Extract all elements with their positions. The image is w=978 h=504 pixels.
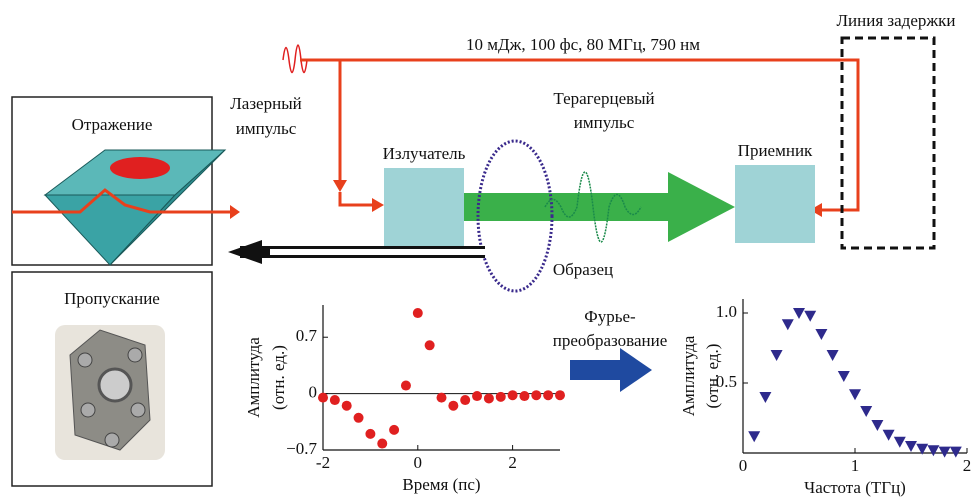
back-arrow-head <box>228 240 262 264</box>
data-point <box>484 393 494 403</box>
data-point <box>531 390 541 400</box>
data-point <box>838 371 850 382</box>
y-tick-label: −0.7 <box>286 439 317 458</box>
data-point <box>437 393 447 403</box>
fourier-label: преобразование <box>553 331 668 350</box>
data-point <box>354 413 364 423</box>
delay-line-label: Линия задержки <box>837 11 956 30</box>
holder-ring <box>99 369 131 401</box>
y-tick-label: 0.7 <box>296 326 318 345</box>
x-tick-label: -2 <box>316 453 330 472</box>
reflection-label: Отражение <box>72 115 153 134</box>
fourier-label: Фурье- <box>584 307 636 326</box>
data-point <box>827 350 839 361</box>
prism-spot <box>110 157 170 179</box>
data-point <box>318 393 328 403</box>
data-point <box>793 308 805 319</box>
screw <box>105 433 119 447</box>
emitter-label: Излучатель <box>383 144 466 163</box>
data-point <box>804 311 816 322</box>
data-point <box>519 391 529 401</box>
data-point <box>508 390 518 400</box>
data-point <box>759 392 771 403</box>
laser-pulse-label: импульс <box>236 119 297 138</box>
data-point <box>950 447 962 458</box>
screw <box>131 403 145 417</box>
data-point <box>460 395 470 405</box>
screw <box>81 403 95 417</box>
data-point <box>927 445 939 456</box>
y-tick-label: 1.0 <box>716 302 737 321</box>
receiver-label: Приемник <box>738 141 813 160</box>
x-tick-label: 0 <box>739 456 748 475</box>
beam-emitter <box>340 192 372 205</box>
data-point <box>905 441 917 452</box>
laser-pulse-label: Лазерный <box>230 94 301 113</box>
data-point <box>860 406 872 417</box>
y-axis-label: Амплитуда <box>244 337 263 418</box>
transmission-label: Пропускание <box>64 289 160 308</box>
data-point <box>815 329 827 340</box>
data-point <box>748 431 760 442</box>
data-point <box>330 395 340 405</box>
thz-pulse-label: Терагерцевый <box>553 89 654 108</box>
y-axis-label: (отн. ед.) <box>269 345 288 410</box>
receiver-box <box>735 165 815 243</box>
prism-beam-head <box>230 205 240 219</box>
data-point <box>894 437 906 448</box>
beam-down-head <box>333 180 347 192</box>
x-tick-label: 1 <box>851 456 860 475</box>
data-point <box>342 401 352 411</box>
beam-params: 10 мДж, 100 фс, 80 МГц, 790 нм <box>466 35 700 54</box>
data-point <box>849 389 861 400</box>
emitter-box <box>384 168 464 246</box>
sample-label: Образец <box>553 260 613 279</box>
thz-beam-head <box>668 172 735 242</box>
data-point <box>939 447 951 458</box>
x-axis-label: Частота (ТГц) <box>804 478 906 497</box>
data-point <box>377 439 387 449</box>
screw <box>128 348 142 362</box>
fourier-arrow <box>570 348 652 392</box>
data-point <box>425 340 435 350</box>
data-point <box>543 390 553 400</box>
screw <box>78 353 92 367</box>
thz-pulse-label: импульс <box>574 113 635 132</box>
data-point <box>496 392 506 402</box>
y-tick-label: 0 <box>309 383 318 402</box>
data-point <box>401 381 411 391</box>
data-point <box>871 420 883 431</box>
data-point <box>883 430 895 441</box>
x-tick-label: 0 <box>414 453 423 472</box>
x-axis-label: Время (пс) <box>402 475 480 494</box>
data-point <box>365 429 375 439</box>
x-tick-label: 2 <box>963 456 972 475</box>
x-tick-label: 2 <box>508 453 517 472</box>
y-axis-label: (отн. ед.) <box>703 344 722 409</box>
y-axis-label: Амплитуда <box>679 335 698 416</box>
beam-emitter-head <box>372 198 384 212</box>
data-point <box>771 350 783 361</box>
delay-line-box <box>842 38 934 248</box>
data-point <box>472 391 482 401</box>
data-point <box>782 319 794 330</box>
data-point <box>555 390 565 400</box>
data-point <box>413 308 423 318</box>
data-point <box>389 425 399 435</box>
diagram: Отражение Пропускание 10 мДж, 100 фс, 80… <box>0 0 978 504</box>
data-point <box>448 401 458 411</box>
